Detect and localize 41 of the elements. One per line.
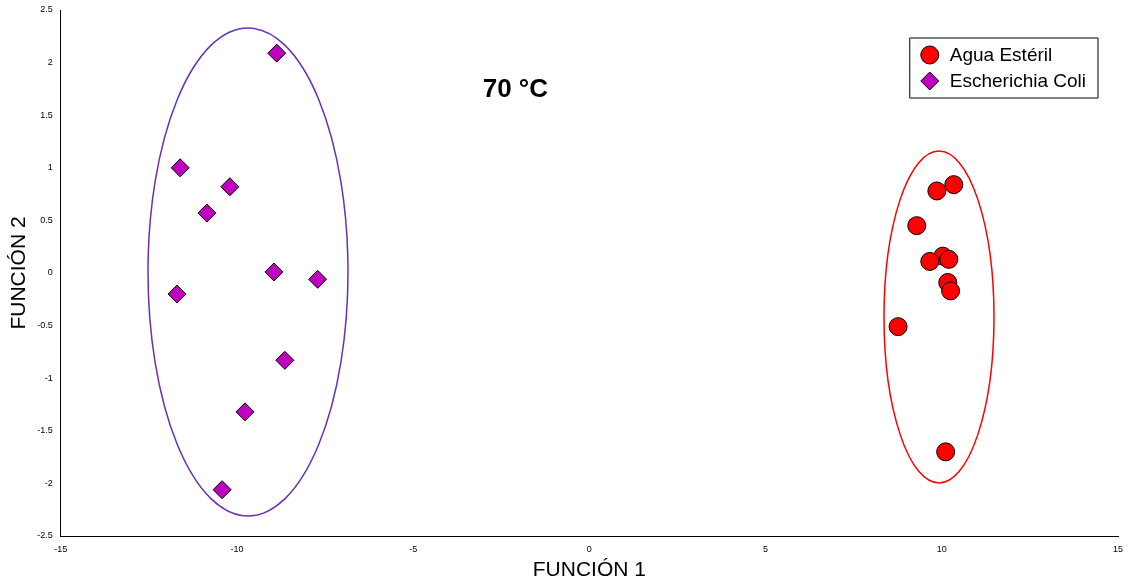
- x-tick-label: 0: [586, 543, 592, 554]
- y-tick-label: 2: [47, 57, 53, 68]
- point: [264, 262, 284, 282]
- point: [927, 181, 947, 201]
- y-tick-label: 0.5: [40, 214, 53, 225]
- point: [920, 251, 940, 271]
- x-tick-label: 15: [1112, 543, 1124, 554]
- point: [888, 317, 908, 337]
- point: [308, 269, 328, 289]
- x-tick-label: 5: [763, 543, 769, 554]
- y-tick-label: -2: [44, 477, 53, 488]
- y-tick-label: 1.5: [40, 109, 53, 120]
- point: [907, 216, 927, 236]
- text: 70 °C: [482, 73, 549, 104]
- x-tick-label: -5: [409, 543, 418, 554]
- y-tick-label: -1: [44, 372, 53, 383]
- x-axis-title: FUNCIÓN 1: [532, 557, 646, 581]
- y-tick-label: -0.5: [37, 320, 53, 331]
- y-tick-label: -1.5: [37, 425, 53, 436]
- point: [235, 402, 255, 422]
- point: [936, 442, 956, 462]
- y-tick-label: -2.5: [37, 530, 53, 541]
- legend-label: Agua Estéril: [949, 44, 1053, 66]
- point: [939, 249, 959, 269]
- point: [212, 480, 232, 500]
- legend-label: Escherichia Coli: [949, 70, 1087, 92]
- y-tick-label: 0: [47, 267, 53, 278]
- x-tick-label: -10: [230, 543, 244, 554]
- x-tick-label: 10: [936, 543, 947, 554]
- point: [941, 281, 961, 301]
- y-tick-label: 2.5: [40, 4, 53, 15]
- point: [220, 177, 240, 197]
- x-tick-label: -15: [54, 543, 68, 554]
- point: [170, 158, 190, 178]
- point: [197, 203, 217, 223]
- point: [275, 350, 295, 370]
- point: [944, 175, 964, 195]
- point: [267, 43, 287, 63]
- y-axis-title: FUNCIÓN 2: [6, 216, 30, 330]
- y-tick-label: 1: [47, 162, 53, 173]
- point: [167, 284, 187, 304]
